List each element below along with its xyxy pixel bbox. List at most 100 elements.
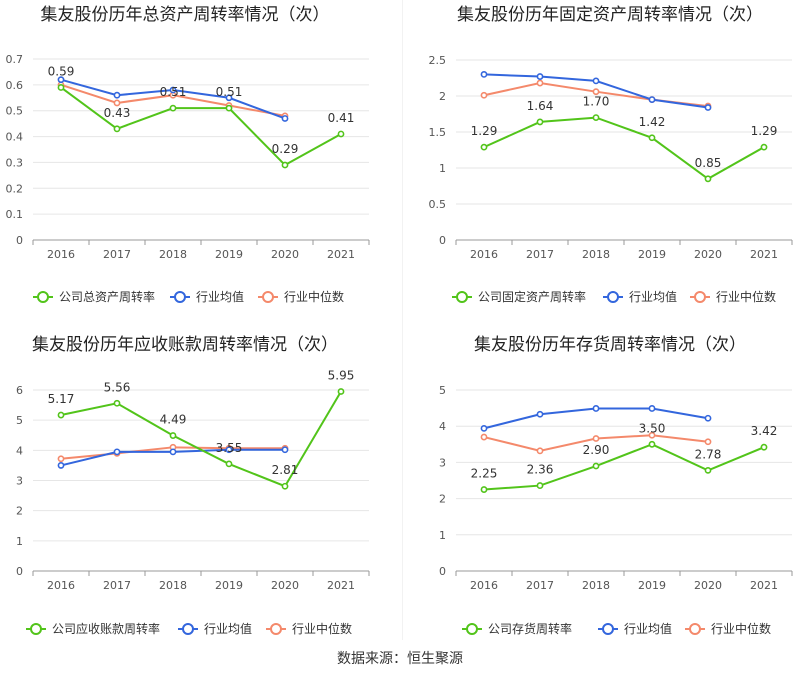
x-tick-label: 2021 bbox=[750, 579, 778, 592]
series-line-company bbox=[61, 392, 341, 487]
legend-label: 行业中位数 bbox=[716, 289, 776, 304]
x-tick-label: 2018 bbox=[582, 579, 610, 592]
legend-label: 行业中位数 bbox=[292, 621, 352, 636]
y-tick-label: 2 bbox=[439, 90, 446, 103]
data-label: 0.43 bbox=[104, 106, 131, 120]
data-point-median bbox=[114, 100, 119, 105]
y-tick-label: 3 bbox=[439, 456, 446, 469]
legend-marker bbox=[608, 292, 618, 302]
series-line-company bbox=[484, 118, 764, 179]
y-tick-label: 1 bbox=[439, 162, 446, 175]
data-label: 3.50 bbox=[639, 421, 666, 435]
legend-item-avg[interactable]: 行业均值 bbox=[178, 621, 252, 636]
y-tick-label: 2 bbox=[439, 493, 446, 506]
data-point-avg bbox=[705, 416, 710, 421]
data-point-company bbox=[761, 145, 766, 150]
x-tick-label: 2017 bbox=[526, 248, 554, 261]
legend-label: 行业中位数 bbox=[284, 289, 344, 304]
data-point-company bbox=[649, 442, 654, 447]
data-point-company bbox=[282, 484, 287, 489]
y-tick-label: 1 bbox=[439, 529, 446, 542]
data-source-note: 数据来源：恒生聚源 bbox=[0, 648, 800, 668]
data-label: 0.85 bbox=[695, 156, 722, 170]
x-tick-label: 2016 bbox=[47, 248, 75, 261]
data-point-avg bbox=[481, 426, 486, 431]
data-label: 1.29 bbox=[751, 124, 778, 138]
x-tick-label: 2020 bbox=[694, 579, 722, 592]
total-asset-turnover-chart: 集友股份历年总资产周转率情况（次） 0 0.1 0.2 0.3 0.4 0.5 0.6 0.7… bbox=[0, 0, 400, 320]
legend-label: 公司存货周转率 bbox=[488, 621, 572, 636]
data-point-avg bbox=[593, 78, 598, 83]
y-tick-label: 5 bbox=[439, 384, 446, 397]
data-label: 1.42 bbox=[639, 115, 666, 129]
inventory-turnover-svg: 集友股份历年存货周转率情况（次） 0 1 2 3 4 5 2016 2017 2018 2019 2… bbox=[400, 330, 800, 640]
legend-label: 行业均值 bbox=[629, 289, 677, 304]
legend-marker bbox=[695, 292, 705, 302]
y-tick-label: 4 bbox=[439, 420, 446, 433]
legend-item-company[interactable]: 公司应收账款周转率 bbox=[26, 621, 160, 636]
data-label: 2.25 bbox=[471, 467, 498, 481]
data-point-company bbox=[649, 135, 654, 140]
y-tick-label: 3 bbox=[16, 475, 23, 488]
legend-label: 行业均值 bbox=[196, 289, 244, 304]
receivables-turnover-svg: 集友股份历年应收账款周转率情况（次） 0 1 2 3 4 5 6 2016 2017 2018 20… bbox=[0, 330, 400, 640]
legend-marker bbox=[467, 624, 477, 634]
x-tick-label: 2021 bbox=[327, 248, 355, 261]
data-point-avg bbox=[282, 116, 287, 121]
data-point-company bbox=[593, 115, 598, 120]
data-point-median bbox=[58, 456, 63, 461]
y-tick-label: 1.5 bbox=[429, 126, 447, 139]
data-label: 5.17 bbox=[48, 392, 75, 406]
legend-item-company[interactable]: 公司存货周转率 bbox=[462, 621, 572, 636]
x-tick-label: 2020 bbox=[271, 248, 299, 261]
legend-item-avg[interactable]: 行业均值 bbox=[598, 621, 672, 636]
data-point-company bbox=[537, 119, 542, 124]
data-label: 0.41 bbox=[328, 111, 355, 125]
x-tick-label: 2019 bbox=[638, 579, 666, 592]
data-label: 2.78 bbox=[695, 447, 722, 461]
legend-marker bbox=[457, 292, 467, 302]
x-tick-label: 2016 bbox=[47, 579, 75, 592]
y-tick-label: 5 bbox=[16, 414, 23, 427]
data-point-median bbox=[481, 434, 486, 439]
legend-item-median[interactable]: 行业中位数 bbox=[690, 289, 776, 304]
data-point-company bbox=[58, 412, 63, 417]
data-point-avg bbox=[649, 406, 654, 411]
data-label: 1.70 bbox=[583, 95, 610, 109]
y-tick-label: 0 bbox=[439, 565, 446, 578]
legend-item-avg[interactable]: 行业均值 bbox=[170, 289, 244, 304]
chart-title: 集友股份历年固定资产周转率情况（次） bbox=[457, 5, 763, 25]
y-tick-label: 0 bbox=[439, 234, 446, 247]
legend-item-avg[interactable]: 行业均值 bbox=[603, 289, 677, 304]
data-point-median bbox=[481, 93, 486, 98]
legend-marker bbox=[31, 624, 41, 634]
x-tick-label: 2017 bbox=[526, 579, 554, 592]
data-label: 0.51 bbox=[216, 85, 243, 99]
y-tick-label: 6 bbox=[16, 384, 23, 397]
legend-item-company[interactable]: 公司固定资产周转率 bbox=[452, 289, 586, 304]
data-label: 4.49 bbox=[160, 413, 187, 427]
chart-title: 集友股份历年存货周转率情况（次） bbox=[474, 335, 746, 355]
y-tick-label: 0.5 bbox=[6, 105, 24, 118]
data-point-company bbox=[593, 463, 598, 468]
x-tick-label: 2019 bbox=[638, 248, 666, 261]
data-point-company bbox=[170, 106, 175, 111]
legend-item-median[interactable]: 行业中位数 bbox=[685, 621, 771, 636]
data-point-company bbox=[537, 483, 542, 488]
data-point-avg bbox=[114, 93, 119, 98]
data-label: 5.56 bbox=[104, 380, 131, 394]
data-point-company bbox=[761, 445, 766, 450]
legend-label: 公司应收账款周转率 bbox=[52, 621, 160, 636]
legend-item-company[interactable]: 公司总资产周转率 bbox=[33, 289, 155, 304]
data-point-median bbox=[537, 80, 542, 85]
legend-item-median[interactable]: 行业中位数 bbox=[266, 621, 352, 636]
legend-label: 行业中位数 bbox=[711, 621, 771, 636]
data-label: 0.59 bbox=[48, 64, 75, 78]
data-point-avg bbox=[114, 449, 119, 454]
x-tick-label: 2016 bbox=[470, 579, 498, 592]
data-label: 0.29 bbox=[272, 142, 299, 156]
legend-item-median[interactable]: 行业中位数 bbox=[258, 289, 344, 304]
legend-marker bbox=[271, 624, 281, 634]
data-label: 2.36 bbox=[527, 463, 554, 477]
legend-marker bbox=[183, 624, 193, 634]
